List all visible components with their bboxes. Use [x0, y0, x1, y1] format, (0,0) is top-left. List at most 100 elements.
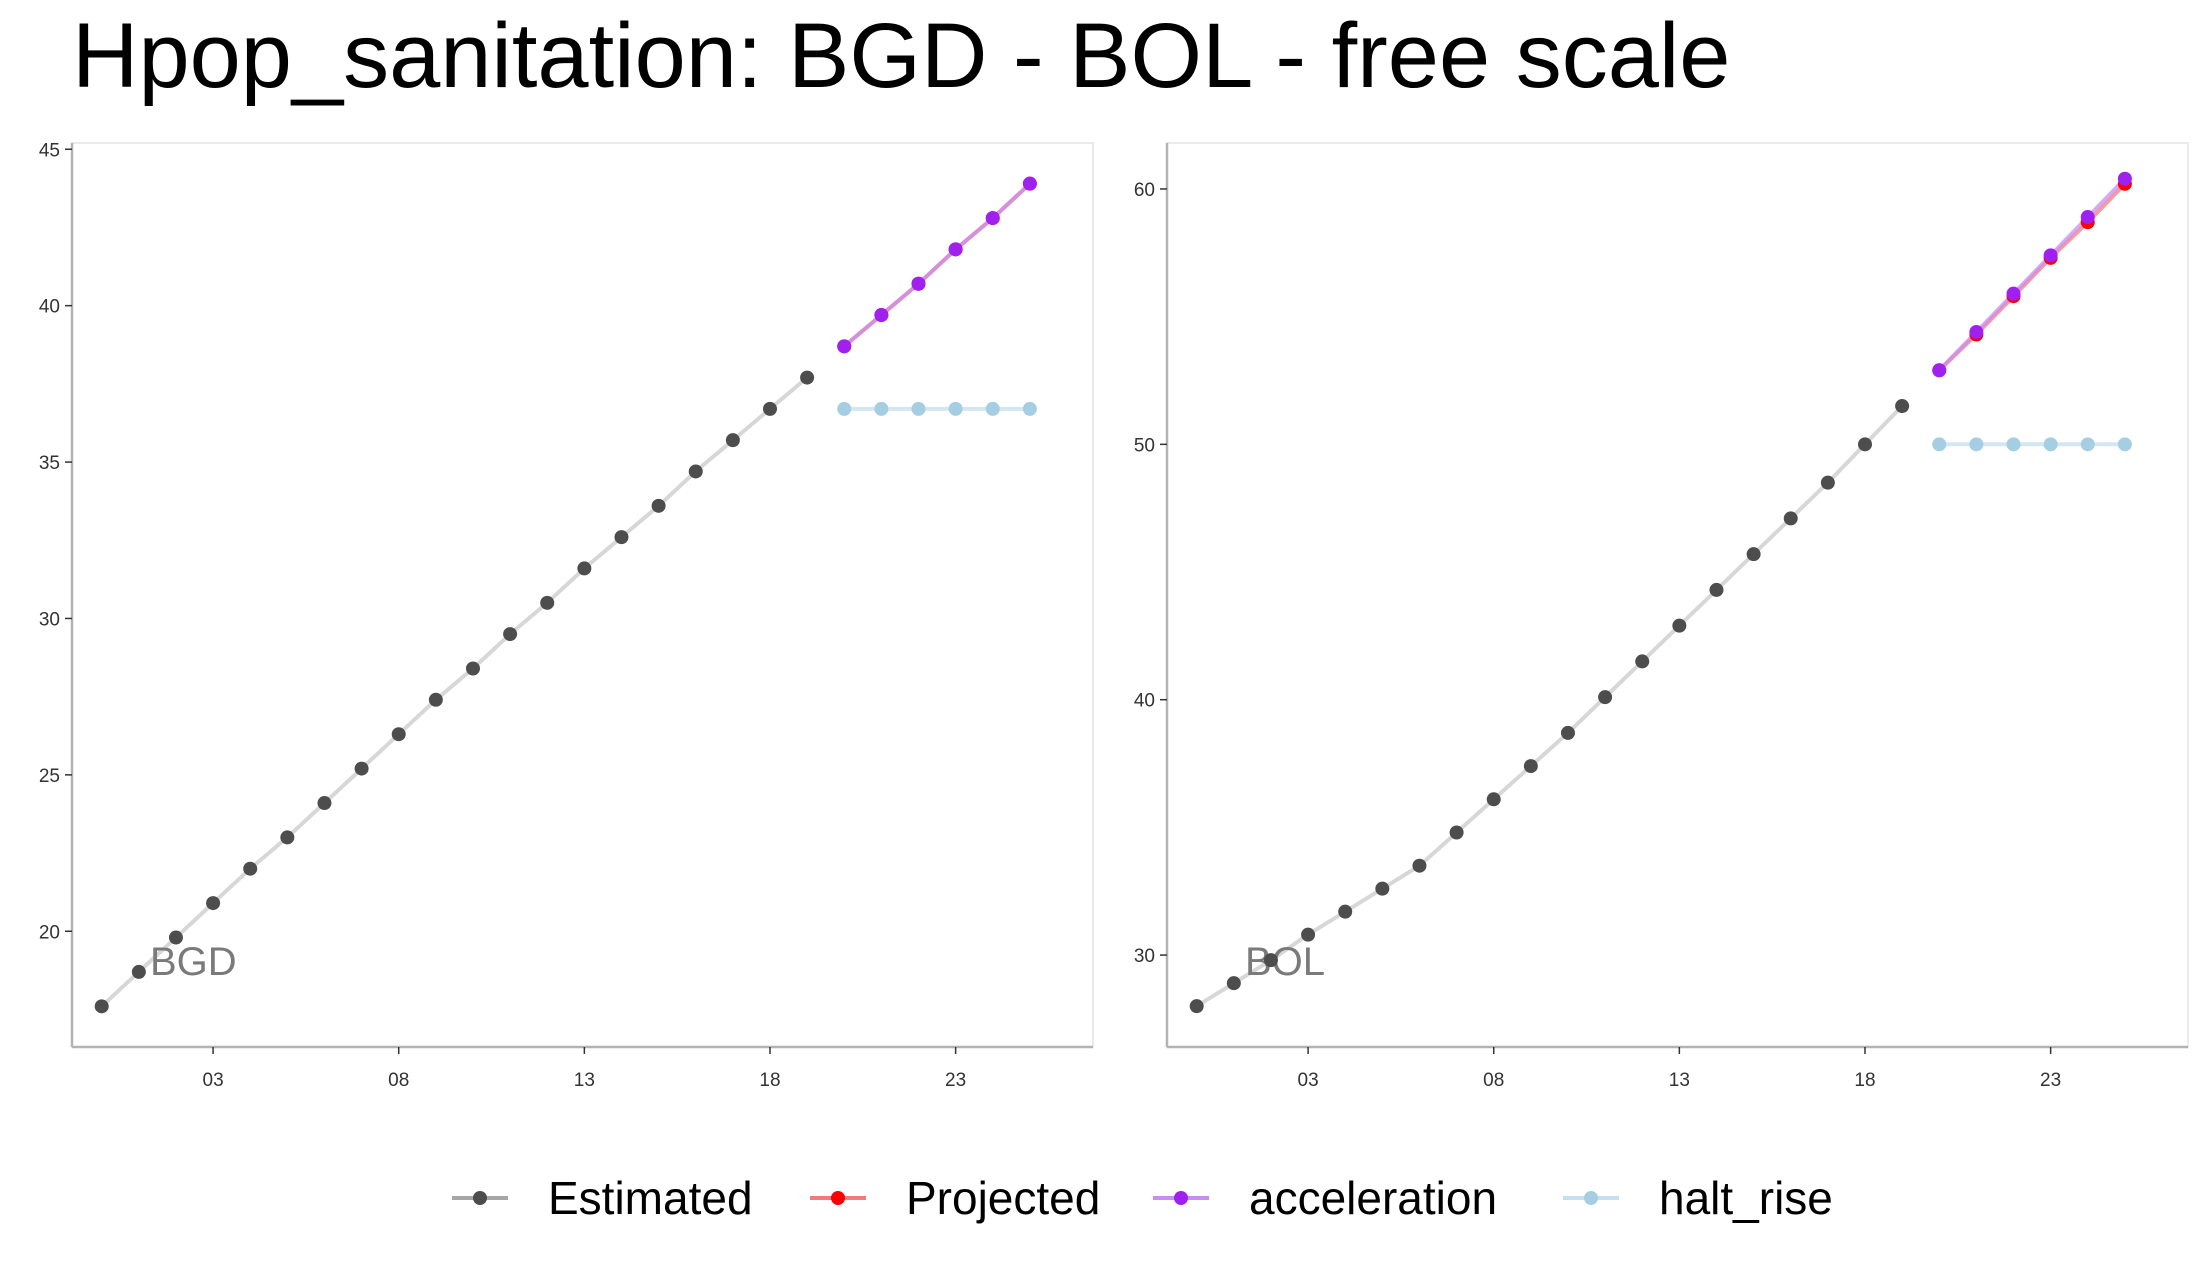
- x-tick-label: 13: [1669, 1070, 1690, 1091]
- data-point-estimated: [280, 830, 295, 845]
- data-point-estimated: [131, 964, 146, 979]
- chart-title: Hpop_sanitation: BGD - BOL - free scale: [72, 5, 1731, 107]
- data-point-estimated: [1746, 547, 1761, 562]
- data-point-estimated: [1338, 904, 1353, 919]
- y-tick-label: 50: [1134, 435, 1155, 456]
- data-point-estimated: [1709, 582, 1724, 597]
- data-point-estimated: [1895, 399, 1910, 414]
- series-line-acceleration: [1937, 177, 2127, 372]
- data-point-estimated: [651, 498, 666, 513]
- legend-key-point: [831, 1191, 845, 1205]
- y-tick-label: 20: [39, 922, 60, 943]
- data-point-estimated: [1412, 858, 1427, 873]
- data-point-estimated: [1560, 725, 1575, 740]
- legend-label: acceleration: [1249, 1172, 1497, 1224]
- data-point-halt-rise: [985, 401, 1000, 416]
- panel-frame: [1166, 142, 2189, 1048]
- y-tick-label: 35: [39, 453, 60, 474]
- x-tick-label: 08: [1483, 1070, 1504, 1091]
- data-point-halt-rise: [874, 401, 889, 416]
- x-tick-label: 23: [945, 1070, 966, 1091]
- x-tick-label: 03: [203, 1070, 224, 1091]
- data-point-estimated: [1635, 654, 1650, 669]
- data-point-halt-rise: [911, 401, 926, 416]
- y-tick-label: 45: [39, 140, 60, 161]
- data-point-estimated: [1857, 437, 1872, 452]
- legend-label: Projected: [906, 1172, 1100, 1224]
- data-point-halt-rise: [2080, 437, 2095, 452]
- y-tick-label: 25: [39, 766, 60, 787]
- series-line-estimated: [1195, 404, 1904, 1008]
- legend: Estimated Projected acceleration halt_rise: [452, 1172, 1833, 1224]
- data-point-acceleration: [1969, 324, 1984, 339]
- x-tick-label: 03: [1298, 1070, 1319, 1091]
- legend-label: halt_rise: [1659, 1172, 1833, 1224]
- data-point-estimated: [391, 727, 406, 742]
- data-point-acceleration: [1932, 363, 1947, 378]
- data-point-halt-rise: [1969, 437, 1984, 452]
- data-point-halt-rise: [948, 401, 963, 416]
- data-point-acceleration: [2080, 210, 2095, 225]
- data-point-estimated: [354, 761, 369, 776]
- x-tick-label: 18: [759, 1070, 780, 1091]
- data-point-acceleration: [911, 276, 926, 291]
- data-point-halt-rise: [1022, 401, 1037, 416]
- data-point-estimated: [762, 401, 777, 416]
- data-point-estimated: [1263, 953, 1278, 968]
- y-tick-label: 30: [1134, 946, 1155, 967]
- data-point-estimated: [1375, 881, 1390, 896]
- series-line-estimated: [100, 376, 809, 1008]
- data-point-acceleration: [985, 211, 1000, 226]
- data-point-estimated: [614, 530, 629, 545]
- data-point-halt-rise: [837, 401, 852, 416]
- data-point-estimated: [168, 930, 183, 945]
- data-point-acceleration: [2043, 248, 2058, 263]
- legend-key-point: [1584, 1191, 1598, 1205]
- data-point-estimated: [688, 464, 703, 479]
- data-point-estimated: [1672, 618, 1687, 633]
- data-point-halt-rise: [2006, 437, 2021, 452]
- data-point-estimated: [1301, 927, 1316, 942]
- data-point-estimated: [94, 999, 109, 1014]
- data-point-acceleration: [874, 308, 889, 323]
- x-tick-label: 13: [574, 1070, 595, 1091]
- data-point-halt-rise: [2043, 437, 2058, 452]
- panel-bol: 30 40 50 60 03 08 13 18 23 BOL: [1134, 142, 2189, 1091]
- panel-label: BOL: [1245, 940, 1325, 984]
- data-point-estimated: [317, 796, 332, 811]
- legend-label: Estimated: [548, 1172, 753, 1224]
- data-point-estimated: [206, 896, 221, 911]
- data-point-acceleration: [2117, 171, 2132, 186]
- data-point-estimated: [800, 370, 815, 385]
- data-point-estimated: [1189, 999, 1204, 1014]
- y-tick-label: 60: [1134, 180, 1155, 201]
- data-point-estimated: [465, 661, 480, 676]
- data-point-estimated: [1226, 976, 1241, 991]
- data-point-estimated: [1449, 825, 1464, 840]
- legend-key-point: [473, 1191, 487, 1205]
- data-point-estimated: [540, 595, 555, 610]
- data-point-acceleration: [837, 339, 852, 354]
- series-line-acceleration: [842, 182, 1032, 348]
- data-point-halt-rise: [2117, 437, 2132, 452]
- x-tick-label: 23: [2040, 1070, 2061, 1091]
- data-point-acceleration: [2006, 286, 2021, 301]
- data-point-acceleration: [1022, 176, 1037, 191]
- y-tick-label: 40: [39, 297, 60, 318]
- panel-label: BGD: [150, 940, 237, 984]
- x-tick-label: 18: [1854, 1070, 1875, 1091]
- x-tick-label: 08: [388, 1070, 409, 1091]
- data-point-estimated: [725, 433, 740, 448]
- data-point-estimated: [503, 627, 518, 642]
- y-tick-label: 40: [1134, 691, 1155, 712]
- data-point-estimated: [1820, 475, 1835, 490]
- panel-frame: [71, 142, 1094, 1048]
- data-point-estimated: [577, 561, 592, 576]
- legend-key-point: [1174, 1191, 1188, 1205]
- data-point-estimated: [1523, 759, 1538, 774]
- data-point-estimated: [243, 861, 258, 876]
- data-point-acceleration: [948, 242, 963, 257]
- data-point-estimated: [1486, 792, 1501, 807]
- data-point-estimated: [1598, 690, 1613, 705]
